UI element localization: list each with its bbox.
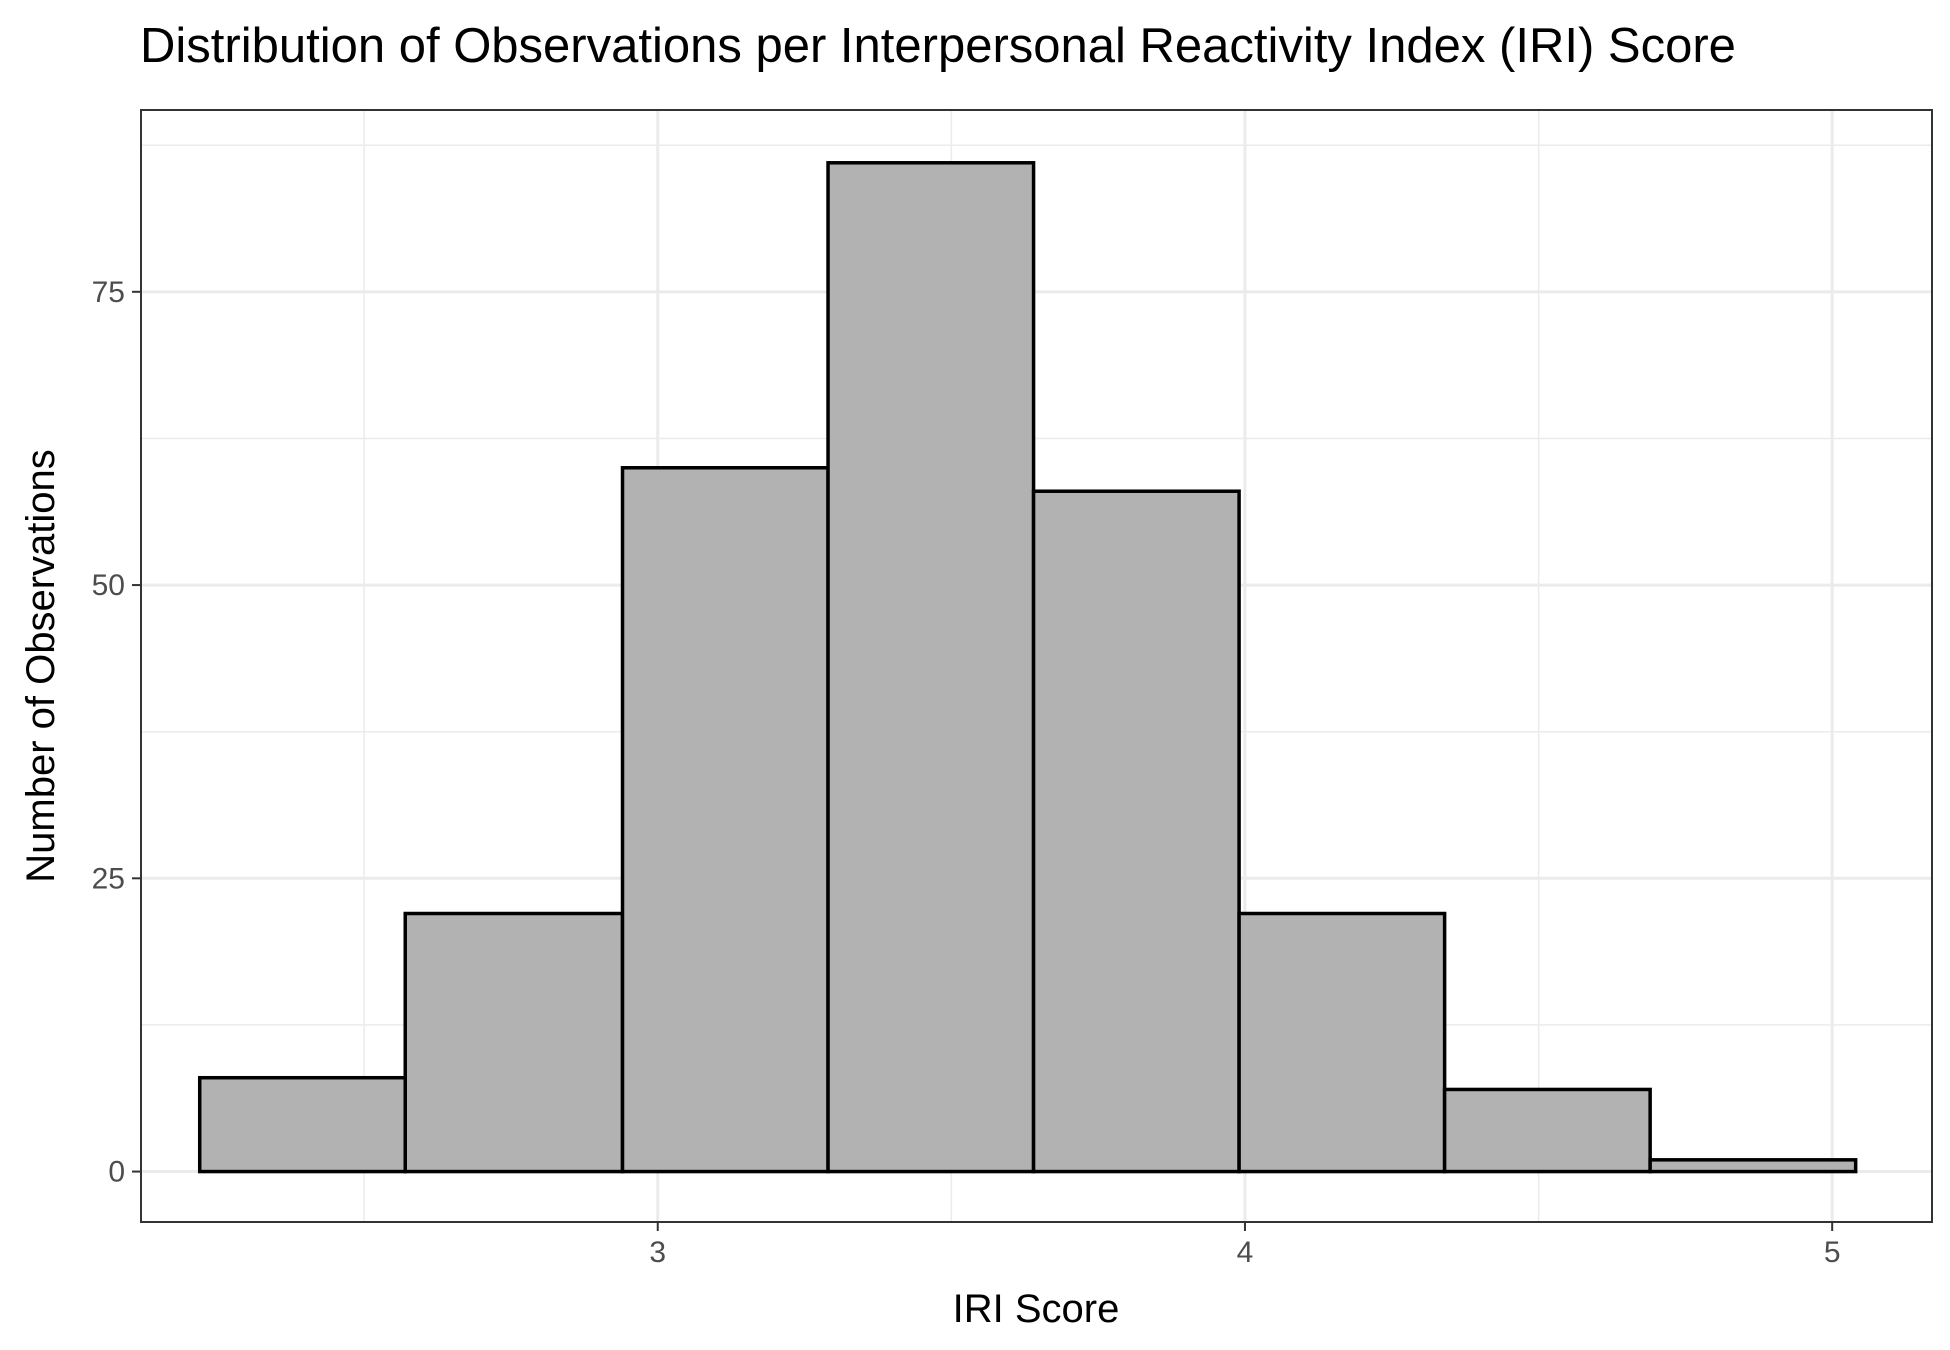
y-tick-label: 0 [108, 1156, 125, 1189]
panel-border [140, 109, 1933, 1223]
histogram-bars [197, 161, 1858, 1174]
x-tick-label: 5 [1824, 1236, 1841, 1269]
histogram-bar [620, 466, 830, 1174]
y-axis-ticks: 0 25 50 75 [92, 276, 141, 1189]
y-tick-label: 50 [92, 569, 125, 602]
y-axis-label: Number of Observations [19, 449, 63, 883]
histogram-bar [403, 911, 625, 1174]
x-tick-label: 3 [649, 1236, 666, 1269]
histogram-bar [1031, 489, 1241, 1174]
chart-title: Distribution of Observations per Interpe… [140, 19, 1736, 73]
histogram-bar [1648, 1158, 1858, 1174]
histogram-bar [1442, 1087, 1652, 1174]
y-tick-label: 75 [92, 276, 125, 309]
x-axis-ticks: 3 4 5 [649, 1222, 1841, 1269]
x-tick-label: 4 [1237, 1236, 1254, 1269]
histogram-bar [826, 161, 1036, 1174]
histogram-bar [1237, 911, 1447, 1174]
x-axis-label: IRI Score [953, 1287, 1120, 1331]
y-tick-label: 25 [92, 862, 125, 895]
histogram-bar [197, 1075, 407, 1174]
